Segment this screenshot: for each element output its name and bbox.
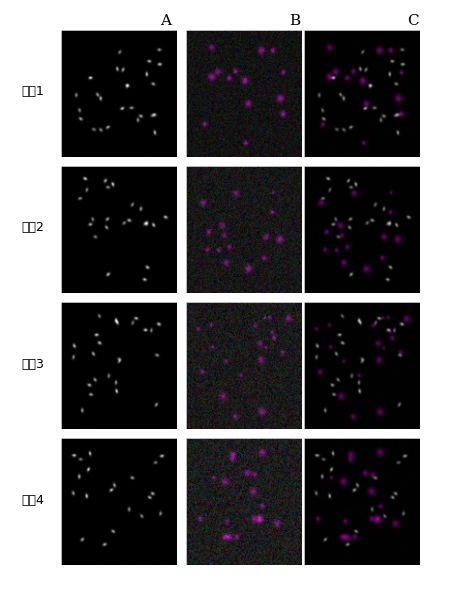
Text: 序列2: 序列2 [22, 221, 44, 234]
Text: 序列1: 序列1 [22, 85, 44, 98]
Text: 序列3: 序列3 [22, 358, 44, 371]
Text: C: C [407, 14, 419, 28]
Text: B: B [289, 14, 301, 28]
Text: A: A [160, 14, 171, 28]
Text: 序列4: 序列4 [22, 494, 44, 507]
